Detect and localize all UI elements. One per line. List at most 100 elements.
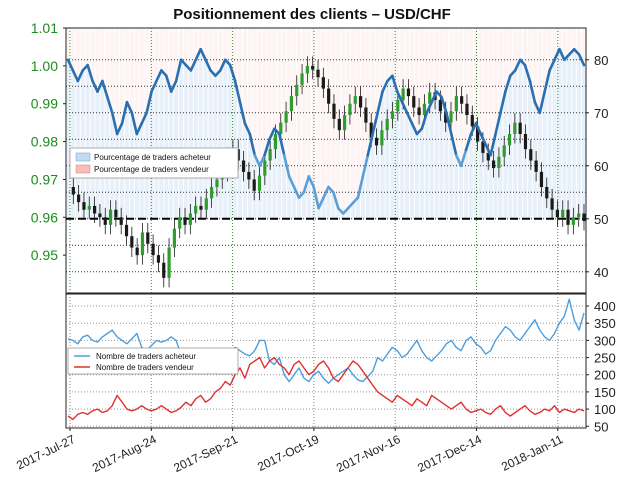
candle-body bbox=[343, 115, 347, 131]
sentiment-segment bbox=[248, 132, 257, 157]
candle-body bbox=[513, 122, 517, 134]
candle-body bbox=[566, 209, 570, 225]
candle-body bbox=[428, 92, 432, 104]
candle-body bbox=[422, 103, 427, 116]
sentiment-segment bbox=[513, 58, 522, 72]
sentiment-segment bbox=[155, 69, 163, 83]
sentiment-segment bbox=[130, 111, 139, 136]
sentiment-segment bbox=[381, 79, 389, 93]
sentiment-segment bbox=[292, 185, 301, 199]
sentiment-segment bbox=[454, 153, 463, 168]
sentiment-segment bbox=[106, 95, 114, 115]
candle-body bbox=[401, 88, 405, 100]
sentiment-segment bbox=[366, 132, 374, 157]
sentiment-segment bbox=[307, 175, 316, 189]
candle-body bbox=[550, 198, 554, 210]
x-tick-label: 2017-Nov-16 bbox=[334, 432, 403, 475]
candle-body bbox=[369, 122, 373, 138]
bottom-right-tick-label: 150 bbox=[594, 385, 616, 400]
x-tick-label: 2017-Oct-19 bbox=[255, 432, 321, 474]
candle-body bbox=[172, 228, 176, 248]
candle-body bbox=[103, 217, 107, 225]
sentiment-segment bbox=[312, 185, 320, 210]
candle-body bbox=[561, 209, 565, 218]
sentiment-segment bbox=[371, 111, 379, 136]
sentiment-segment bbox=[258, 153, 266, 168]
candle-body bbox=[476, 126, 480, 142]
sentiment-segment bbox=[356, 175, 365, 199]
candle-body bbox=[327, 88, 331, 104]
candle-body bbox=[571, 217, 575, 225]
candle-body bbox=[71, 187, 75, 195]
sentiment-segment bbox=[420, 111, 429, 130]
candle-body bbox=[502, 145, 506, 157]
bottom-right-tick-label: 400 bbox=[594, 299, 616, 314]
sentiment-segment bbox=[282, 153, 291, 178]
sentiment-segment bbox=[145, 90, 153, 115]
long-count-line bbox=[67, 298, 585, 384]
candle-body bbox=[263, 160, 267, 176]
candle-body bbox=[444, 111, 448, 123]
sentiment-segment bbox=[317, 196, 325, 210]
sentiment-segment bbox=[474, 122, 483, 136]
candle-body bbox=[396, 99, 400, 112]
sentiment-segment bbox=[391, 74, 399, 93]
sentiment-segment bbox=[110, 111, 119, 136]
x-tick-label: 2017-Aug-24 bbox=[90, 432, 159, 475]
sentiment-segment bbox=[169, 79, 178, 93]
top-legend-box bbox=[69, 147, 239, 179]
bottom-right-tick-label: 100 bbox=[594, 402, 616, 417]
candle-body bbox=[518, 122, 522, 134]
candle-body bbox=[140, 232, 145, 256]
candle-body bbox=[582, 213, 586, 222]
candle-body bbox=[82, 202, 86, 210]
sentiment-line bbox=[66, 47, 586, 215]
candle-body bbox=[295, 84, 299, 97]
sentiment-segment bbox=[115, 122, 124, 136]
candle-body bbox=[545, 187, 549, 199]
legend-label-short-count: Nombre de traders vendeur bbox=[96, 363, 194, 372]
candle-body bbox=[241, 160, 246, 172]
candle-body bbox=[92, 205, 97, 214]
sentiment-segment bbox=[464, 132, 473, 152]
candle-body bbox=[188, 213, 192, 225]
sentiment-segment bbox=[194, 47, 202, 62]
sentiment-segment bbox=[66, 58, 75, 72]
right-tick-label: 70 bbox=[594, 106, 608, 121]
candle-body bbox=[273, 134, 278, 150]
legend-swatch-short bbox=[75, 164, 91, 174]
candle-body bbox=[178, 217, 182, 229]
candle-body bbox=[555, 209, 560, 218]
sentiment-segment bbox=[489, 132, 497, 157]
candle-body bbox=[119, 217, 123, 225]
candle-body bbox=[412, 96, 416, 108]
candle-body bbox=[210, 187, 214, 199]
candle-body bbox=[364, 107, 368, 123]
candle-body bbox=[449, 111, 453, 123]
candle-body bbox=[486, 152, 490, 161]
candle-body bbox=[337, 118, 341, 131]
candle-body bbox=[156, 255, 161, 263]
bottom-right-tick-label: 250 bbox=[594, 351, 616, 366]
left-tick-label: 0.98 bbox=[31, 134, 58, 150]
candle-body bbox=[162, 262, 166, 278]
candle-body bbox=[98, 213, 102, 218]
left-tick-label: 0.97 bbox=[31, 171, 58, 187]
sentiment-segment bbox=[504, 74, 512, 93]
sentiment-segment bbox=[140, 111, 148, 125]
left-tick-label: 0.99 bbox=[31, 96, 58, 112]
sentiment-segment bbox=[322, 185, 330, 199]
candle-body bbox=[454, 96, 458, 112]
sentiment-segment bbox=[150, 79, 158, 93]
sentiment-segment bbox=[204, 58, 212, 72]
sentiment-segment bbox=[459, 148, 468, 168]
sentiment-segment bbox=[96, 79, 104, 93]
right-tick-label: 40 bbox=[594, 265, 608, 280]
candle-body bbox=[417, 107, 421, 116]
sentiment-segment bbox=[71, 69, 80, 83]
candle-body bbox=[390, 111, 395, 119]
x-tick-label: 2017-Jul-27 bbox=[14, 432, 77, 473]
legend-label-long: Pourcentage de traders acheteur bbox=[94, 153, 211, 162]
sentiment-segment bbox=[376, 90, 384, 115]
candle-body bbox=[523, 134, 528, 150]
